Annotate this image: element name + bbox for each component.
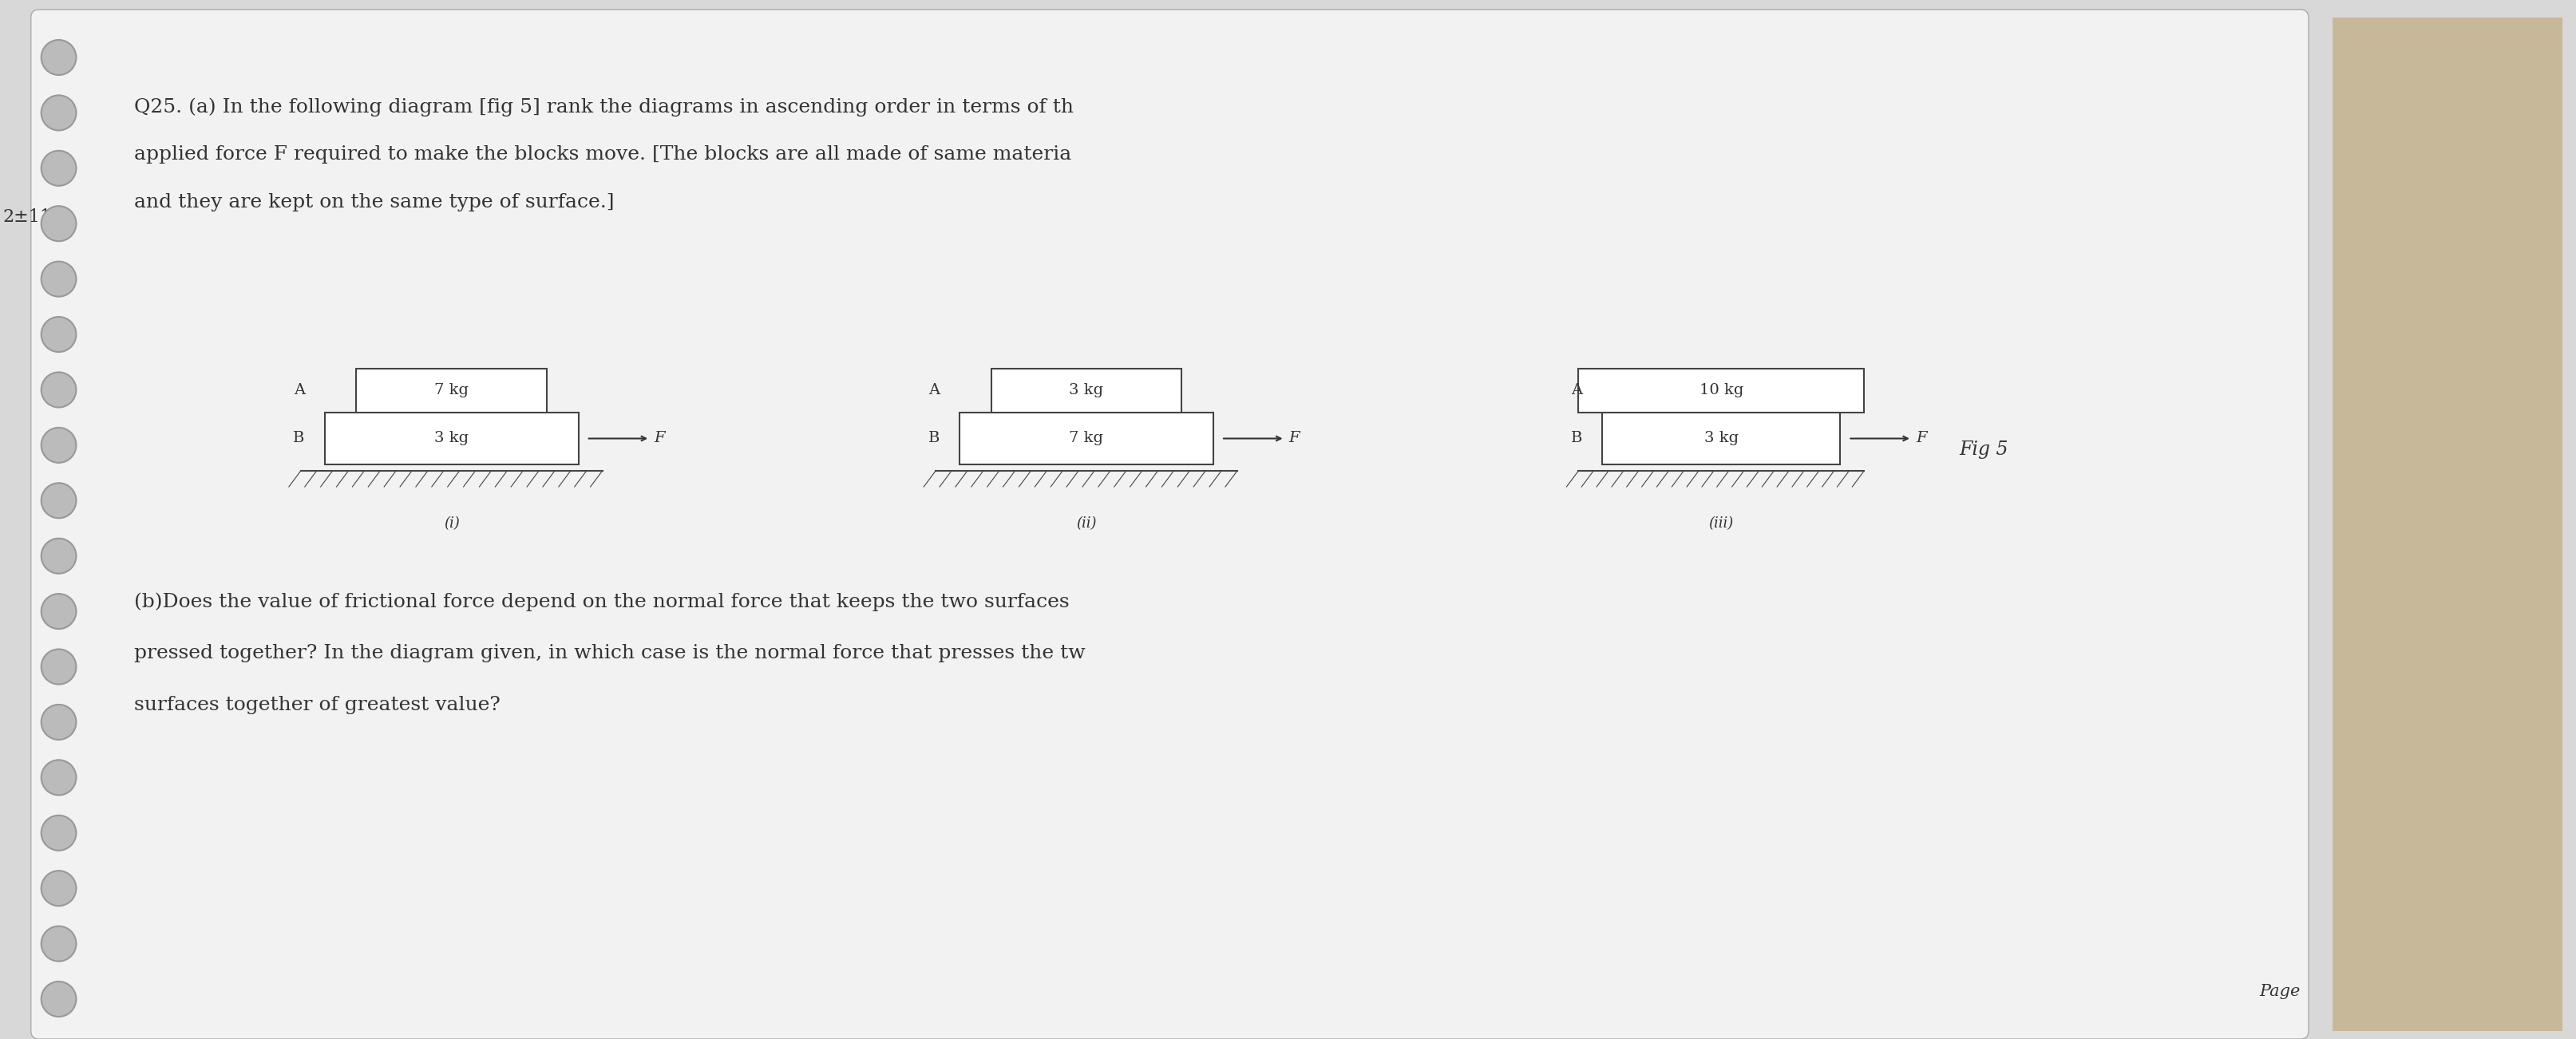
FancyBboxPatch shape — [325, 412, 580, 464]
Text: (i): (i) — [443, 516, 459, 531]
Text: A: A — [1571, 383, 1582, 398]
Text: pressed together? In the diagram given, in which case is the normal force that p: pressed together? In the diagram given, … — [134, 644, 1084, 662]
Text: A: A — [927, 383, 940, 398]
Text: 10 kg: 10 kg — [1700, 383, 1744, 398]
FancyBboxPatch shape — [355, 369, 546, 412]
FancyBboxPatch shape — [1602, 412, 1839, 464]
Circle shape — [41, 428, 77, 462]
Text: Fig 5: Fig 5 — [1960, 441, 2009, 459]
FancyBboxPatch shape — [31, 9, 2308, 1039]
Text: 3 kg: 3 kg — [435, 431, 469, 446]
Circle shape — [41, 982, 77, 1016]
Circle shape — [41, 871, 77, 906]
Circle shape — [41, 483, 77, 518]
FancyBboxPatch shape — [2331, 18, 2563, 1031]
Text: F: F — [1288, 431, 1298, 446]
Circle shape — [41, 262, 77, 296]
Circle shape — [41, 151, 77, 186]
Text: surfaces together of greatest value?: surfaces together of greatest value? — [134, 696, 500, 714]
Text: (iii): (iii) — [1708, 516, 1734, 531]
Text: 3 kg: 3 kg — [1705, 431, 1739, 446]
Text: Page: Page — [2259, 984, 2300, 1000]
Circle shape — [41, 39, 77, 75]
Text: applied force F required to make the blocks move. [The blocks are all made of sa: applied force F required to make the blo… — [134, 145, 1072, 163]
Text: (b)Does the value of frictional force depend on the normal force that keeps the : (b)Does the value of frictional force de… — [134, 592, 1069, 611]
Circle shape — [41, 649, 77, 685]
Circle shape — [41, 96, 77, 131]
Text: B: B — [927, 431, 940, 446]
Circle shape — [41, 816, 77, 851]
Text: (ii): (ii) — [1077, 516, 1097, 531]
Text: and they are kept on the same type of surface.]: and they are kept on the same type of su… — [134, 193, 613, 212]
Circle shape — [41, 538, 77, 574]
Text: Q25. (a) In the following diagram [fig 5] rank the diagrams in ascending order i: Q25. (a) In the following diagram [fig 5… — [134, 98, 1074, 116]
Text: 2±11: 2±11 — [3, 208, 52, 225]
Circle shape — [41, 704, 77, 740]
FancyBboxPatch shape — [958, 412, 1213, 464]
Text: 7 kg: 7 kg — [435, 383, 469, 398]
Circle shape — [41, 594, 77, 629]
Circle shape — [41, 372, 77, 407]
Text: 3 kg: 3 kg — [1069, 383, 1103, 398]
Circle shape — [41, 206, 77, 241]
Text: B: B — [1571, 431, 1582, 446]
FancyBboxPatch shape — [992, 369, 1182, 412]
Text: B: B — [294, 431, 304, 446]
Circle shape — [41, 317, 77, 352]
Circle shape — [41, 926, 77, 961]
FancyBboxPatch shape — [1579, 369, 1865, 412]
Text: F: F — [654, 431, 665, 446]
Text: A: A — [294, 383, 304, 398]
Circle shape — [41, 760, 77, 795]
Text: 7 kg: 7 kg — [1069, 431, 1103, 446]
Text: F: F — [1917, 431, 1927, 446]
